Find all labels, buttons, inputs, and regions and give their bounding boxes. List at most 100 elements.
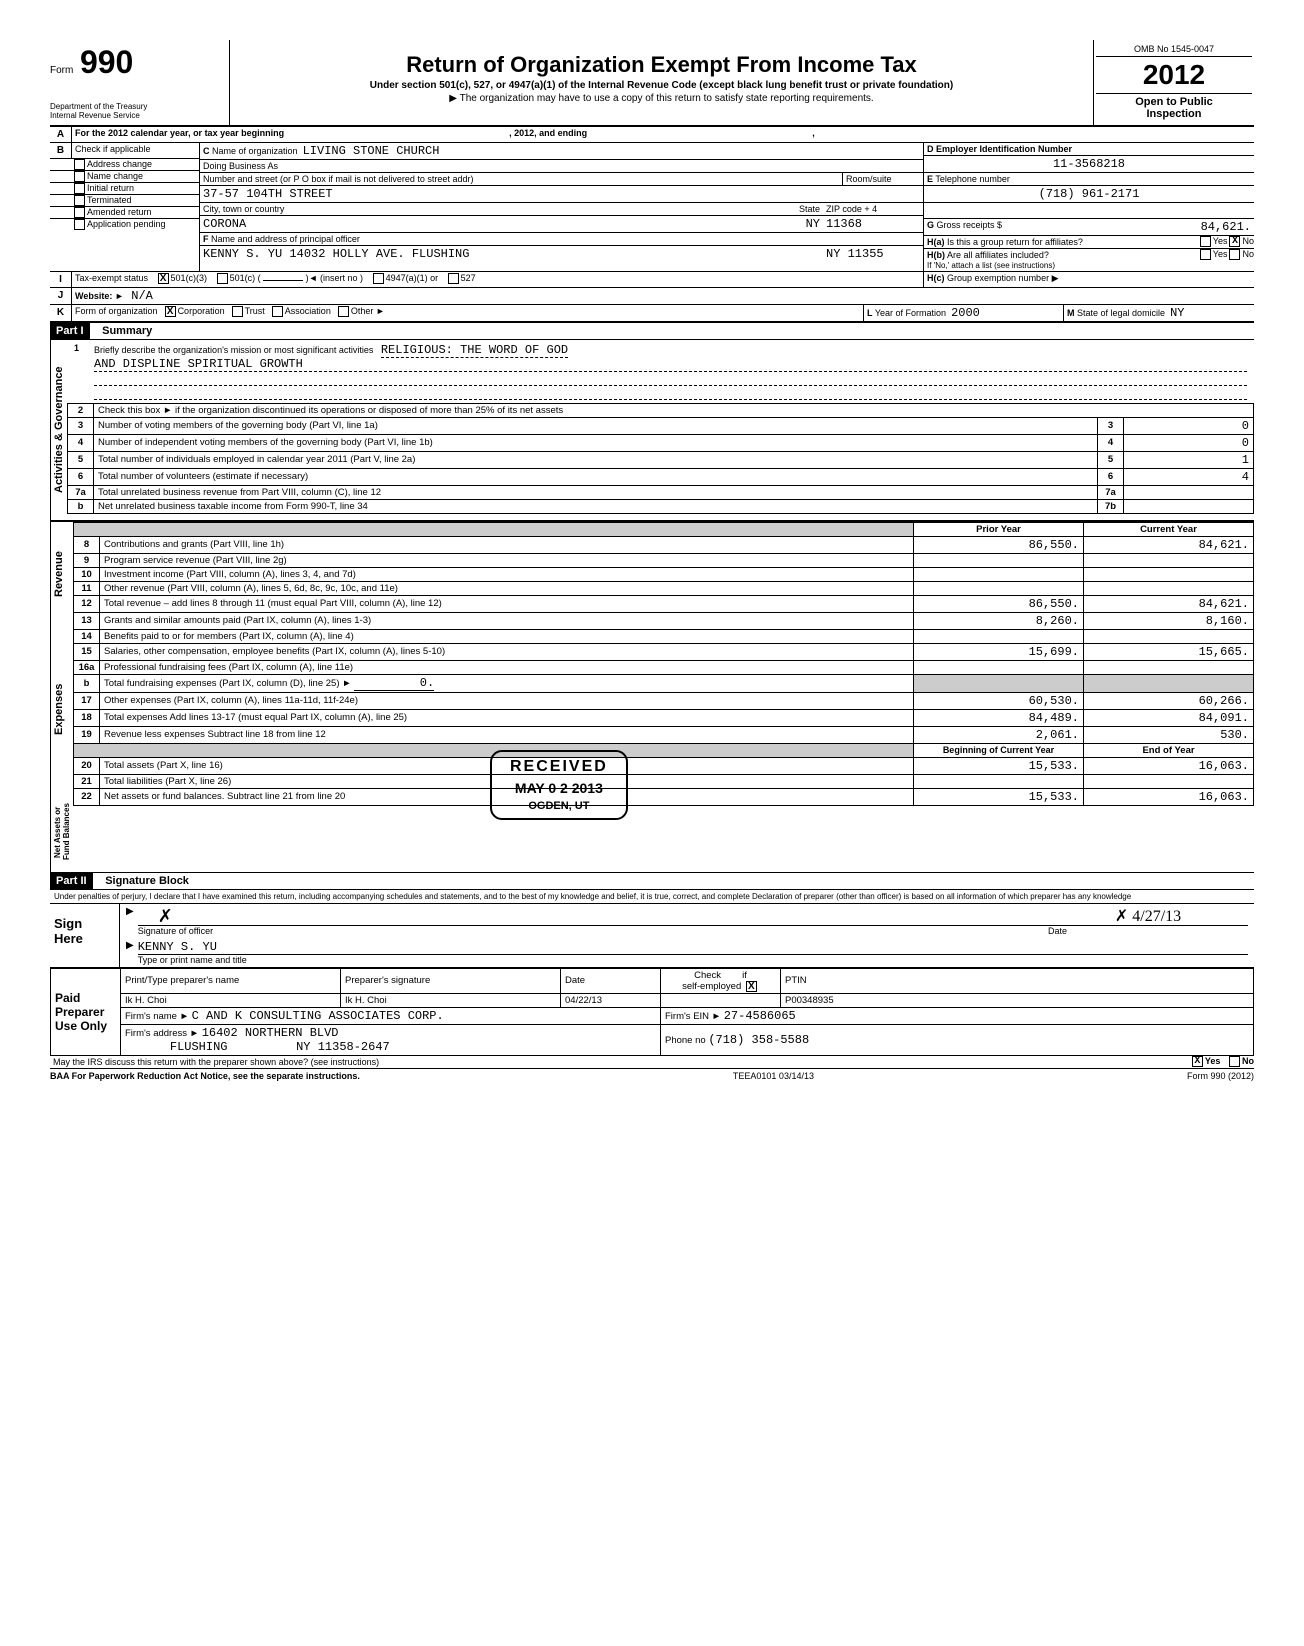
chk-discuss-no[interactable] (1229, 1056, 1240, 1067)
chk-hb-no[interactable] (1229, 249, 1240, 260)
letter-ha: H(a) (927, 237, 945, 247)
chk-ha-yes[interactable] (1200, 236, 1211, 247)
year-cell: OMB No 1545-0047 2012 Open to Public Ins… (1094, 40, 1254, 125)
chk-name-change[interactable] (74, 171, 85, 182)
r11: 11Other revenue (Part VIII, column (A), … (74, 581, 1254, 595)
letter-d: D (927, 144, 934, 154)
b-label: Check if applicable (72, 143, 199, 158)
r16a: 16aProfessional fundraising fees (Part I… (74, 660, 1254, 674)
r13: 13Grants and similar amounts paid (Part … (74, 612, 1254, 629)
p1-l7at: Total unrelated business revenue from Pa… (94, 485, 1098, 499)
chk-self-emp[interactable] (746, 981, 757, 992)
line-a-text: For the 2012 calendar year, or tax year … (75, 128, 284, 138)
discuss-text: May the IRS discuss this return with the… (50, 1056, 1190, 1068)
sig-line-row: ✗ Signature of officer ✗ 4/27/13 Date (126, 906, 1248, 936)
chk-4947[interactable] (373, 273, 384, 284)
p1-l3: 3Number of voting members of the governi… (68, 417, 1254, 434)
chk-527[interactable] (448, 273, 459, 284)
g-row: G Gross receipts $ 84,621. (924, 219, 1254, 236)
col-b: B Check if applicable Address change Nam… (50, 143, 200, 271)
f-val: KENNY S. YU 14032 HOLLY AVE. FLUSHING (200, 246, 823, 262)
letter-k: K (50, 305, 72, 321)
c-city-hdr: City, town or country State ZIP code + 4 (200, 203, 923, 216)
p1-l1-n: 1 (71, 342, 91, 401)
hb-cell: H(b) Are all affiliates included? If 'No… (924, 249, 1198, 271)
k-o3: Other ► (351, 306, 385, 316)
part1-hdr: Part I (50, 323, 90, 339)
r16b-cell: Total fundraising expenses (Part IX, col… (100, 674, 914, 692)
chk-other[interactable] (338, 306, 349, 317)
p1-v7b (1124, 499, 1254, 513)
k-o1: Trust (245, 306, 265, 316)
teea: TEEA0101 03/14/13 (733, 1071, 814, 1081)
name-field: KENNY S. YU Type or print name and title (138, 940, 1248, 965)
r14: 14Benefits paid to or for members (Part … (74, 629, 1254, 643)
chk-hb-yes[interactable] (1200, 249, 1211, 260)
chk-501c3[interactable] (158, 273, 169, 284)
sidebar-activities: Activities & Governance (50, 340, 67, 520)
part2-title: Signature Block (99, 873, 195, 889)
part1-title: Summary (96, 323, 158, 339)
e-cell: E Telephone number (924, 173, 1254, 185)
chk-address-change[interactable] (74, 159, 85, 170)
addr1: 16402 NORTHERN BLVD (202, 1026, 339, 1040)
prep-name: Ik H. Choi (121, 993, 341, 1007)
sig-mark: ✗ (138, 906, 1048, 926)
p1-l1-cell: Briefly describe the organization's miss… (91, 342, 1250, 401)
ha-cell: H(a) Is this a group return for affiliat… (924, 236, 1198, 248)
chk-corp[interactable] (165, 306, 176, 317)
p1-l7a: 7aTotal unrelated business revenue from … (68, 485, 1254, 499)
c-state-val: NY (763, 216, 823, 232)
prep-h2: Preparer's signature (341, 968, 561, 993)
r16b: bTotal fundraising expenses (Part IX, co… (74, 674, 1254, 692)
form-number-cell: Form 990 Department of the Treasury Inte… (50, 40, 230, 125)
chk-501c[interactable] (217, 273, 228, 284)
chk-terminated[interactable] (74, 195, 85, 206)
chk-app-pending[interactable] (74, 219, 85, 230)
letter-hb: H(b) (927, 250, 945, 260)
received-stamp: RECEIVED MAY 0 2 2013 OGDEN, UT (490, 750, 628, 820)
b-lbl-4: Amended return (87, 207, 152, 218)
c-name-val: LIVING STONE CHURCH (303, 144, 440, 158)
sig-date-lbl: Date (1048, 926, 1248, 936)
p1-l5t: Total number of individuals employed in … (94, 451, 1098, 468)
chk-initial-return[interactable] (74, 183, 85, 194)
line-k: K Form of organization Corporation Trust… (50, 305, 1254, 322)
p1-v5: 1 (1124, 451, 1254, 468)
c-dba-row: Doing Business As (200, 160, 923, 173)
p1-v7a (1124, 485, 1254, 499)
open-public: Open to Public Inspection (1096, 94, 1252, 122)
letter-m: M (1067, 308, 1075, 318)
prep-h4: Check if self-employed (661, 968, 781, 993)
letter-a: A (50, 127, 72, 142)
form-word: Form (50, 65, 73, 76)
r8: 8Contributions and grants (Part VIII, li… (74, 536, 1254, 553)
r16b-v: 0. (354, 676, 434, 691)
r22: 22Net assets or fund balances. Subtract … (74, 788, 1254, 805)
r21: 21Total liabilities (Part X, line 26) (74, 774, 1254, 788)
c-zip-lbl: ZIP code + 4 (823, 203, 923, 215)
chk-amended[interactable] (74, 207, 85, 218)
r15: 15Salaries, other compensation, employee… (74, 643, 1254, 660)
p1-v6: 4 (1124, 468, 1254, 485)
e-val-row: (718) 961-2171 (924, 186, 1254, 203)
letter-hc: H(c) (927, 273, 945, 283)
phone-val: (718) 358-5588 (708, 1033, 809, 1047)
ein-val: 27-4586065 (724, 1009, 796, 1023)
eoy-hdr: End of Year (1084, 743, 1254, 757)
sign-here-block: Sign Here ✗ Signature of officer ✗ 4/27/… (50, 904, 1254, 968)
j-lbl: Website: ► (75, 291, 124, 301)
chk-assoc[interactable] (272, 306, 283, 317)
chk-ha-no[interactable] (1229, 236, 1240, 247)
d-cell: D Employer Identification Number (924, 143, 1254, 155)
form-subtitle2: ▶ The organization may have to use a cop… (238, 93, 1085, 104)
prep-sig: Ik H. Choi (341, 993, 561, 1007)
j-cell: Website: ► N/A (72, 288, 1254, 304)
k-year-lbl: Year of Formation (875, 308, 946, 318)
chk-trust[interactable] (232, 306, 243, 317)
firm-cell: Firm's name ► C AND K CONSULTING ASSOCIA… (121, 1007, 661, 1024)
discuss-no: No (1242, 1056, 1254, 1068)
chk-discuss-yes[interactable] (1192, 1056, 1203, 1067)
sig-date-val: ✗ 4/27/13 (1048, 906, 1248, 926)
perjury: Under penalties of perjury, I declare th… (50, 890, 1254, 904)
